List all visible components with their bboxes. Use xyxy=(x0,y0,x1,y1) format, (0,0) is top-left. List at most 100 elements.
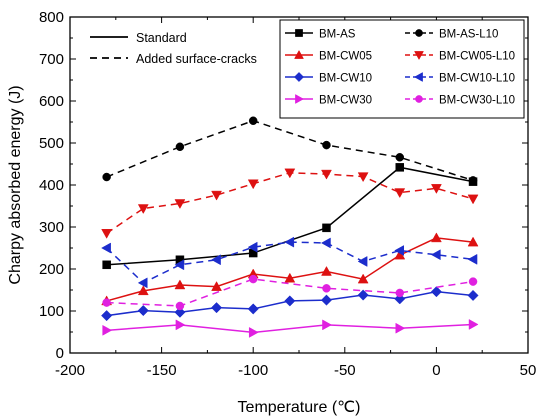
x-tick-label: -100 xyxy=(238,362,268,379)
legend-label: BM-AS xyxy=(319,29,356,41)
data-point xyxy=(174,279,186,290)
data-point xyxy=(467,236,479,247)
data-point xyxy=(284,295,296,307)
data-point xyxy=(357,273,369,284)
data-point xyxy=(101,229,113,239)
legend-label: BM-CW30 xyxy=(319,95,372,107)
series-bm-cw10 xyxy=(101,286,479,322)
data-point xyxy=(174,199,186,209)
x-tick-label: -150 xyxy=(147,362,177,379)
data-point xyxy=(394,188,406,199)
x-tick-label: 0 xyxy=(432,362,440,379)
legend-marker xyxy=(414,51,424,61)
data-point xyxy=(284,236,295,248)
series-line xyxy=(106,119,474,182)
data-point xyxy=(175,319,186,331)
data-point xyxy=(248,116,258,125)
series-line xyxy=(106,166,474,266)
data-point xyxy=(468,319,479,330)
x-tick-label: 50 xyxy=(520,362,537,379)
data-point xyxy=(102,260,111,270)
data-point xyxy=(320,294,333,306)
series-bm-cw10-l10 xyxy=(101,236,478,289)
data-point xyxy=(247,241,258,253)
data-point xyxy=(467,253,478,265)
data-point xyxy=(102,298,111,307)
data-point xyxy=(430,249,441,261)
data-point xyxy=(468,176,478,185)
legend-marker xyxy=(415,29,423,37)
style-legend-label: Added surface-cracks xyxy=(136,52,257,66)
data-point xyxy=(137,305,149,317)
data-point xyxy=(211,190,222,201)
y-tick-label: 600 xyxy=(39,93,64,110)
data-point xyxy=(467,194,479,205)
legend-marker xyxy=(293,71,305,83)
data-point xyxy=(101,310,113,322)
data-point xyxy=(357,289,369,301)
y-tick-label: 100 xyxy=(39,303,64,320)
data-point xyxy=(211,254,221,266)
data-point xyxy=(322,319,332,331)
data-point xyxy=(175,142,185,152)
legend-marker xyxy=(415,95,423,103)
legend-marker xyxy=(413,72,423,82)
data-point xyxy=(395,153,405,162)
data-point xyxy=(102,324,113,336)
legend-label: BM-CW30-L10 xyxy=(439,95,515,107)
data-point xyxy=(247,179,259,190)
series-legend-box xyxy=(279,19,525,119)
data-point xyxy=(357,172,369,183)
data-point xyxy=(137,277,148,289)
data-point xyxy=(321,169,332,180)
data-point xyxy=(322,140,331,150)
series-bm-cw05-l10 xyxy=(101,168,479,239)
x-tick-label: -200 xyxy=(55,362,85,379)
series-line xyxy=(106,237,474,302)
legend-marker xyxy=(295,29,303,37)
data-point xyxy=(467,289,479,302)
y-axis-title: Charpy absorbed energy (J) xyxy=(7,85,24,284)
data-point xyxy=(284,168,296,179)
data-point xyxy=(248,274,258,284)
series-line xyxy=(106,172,474,234)
data-point xyxy=(174,259,185,271)
data-point xyxy=(394,245,405,256)
data-point xyxy=(175,301,185,311)
data-point xyxy=(395,322,406,334)
series-bm-as-l10 xyxy=(102,116,478,185)
legend-label: BM-CW10 xyxy=(319,73,372,85)
data-point xyxy=(174,306,186,318)
series-line xyxy=(106,323,474,334)
y-tick-label: 0 xyxy=(56,345,64,362)
data-point xyxy=(430,286,442,298)
series-bm-cw05 xyxy=(101,232,479,306)
y-tick-label: 300 xyxy=(39,219,64,236)
data-point xyxy=(357,256,368,267)
y-tick-label: 500 xyxy=(39,135,64,152)
data-point xyxy=(137,285,149,296)
legend-label: BM-CW05-L10 xyxy=(439,51,515,63)
data-point xyxy=(430,184,442,194)
data-point xyxy=(321,266,332,276)
x-tick-label: -50 xyxy=(334,362,356,379)
style-legend-label: Standard xyxy=(136,31,187,45)
y-tick-label: 700 xyxy=(39,51,64,68)
data-point xyxy=(211,281,222,291)
data-point xyxy=(430,232,442,243)
y-tick-label: 400 xyxy=(39,177,64,194)
data-point xyxy=(247,303,259,315)
legend-marker xyxy=(295,94,305,104)
data-point xyxy=(211,302,223,314)
data-point xyxy=(395,163,405,172)
data-point xyxy=(102,172,111,182)
data-point xyxy=(322,284,331,293)
y-tick-label: 800 xyxy=(39,9,64,26)
legend-label: BM-AS-L10 xyxy=(439,29,498,41)
x-axis-title: Temperature (℃) xyxy=(238,399,361,416)
series-bm-cw30 xyxy=(102,319,479,338)
legend-marker xyxy=(294,49,304,59)
data-point xyxy=(395,288,405,298)
data-point xyxy=(322,223,331,233)
